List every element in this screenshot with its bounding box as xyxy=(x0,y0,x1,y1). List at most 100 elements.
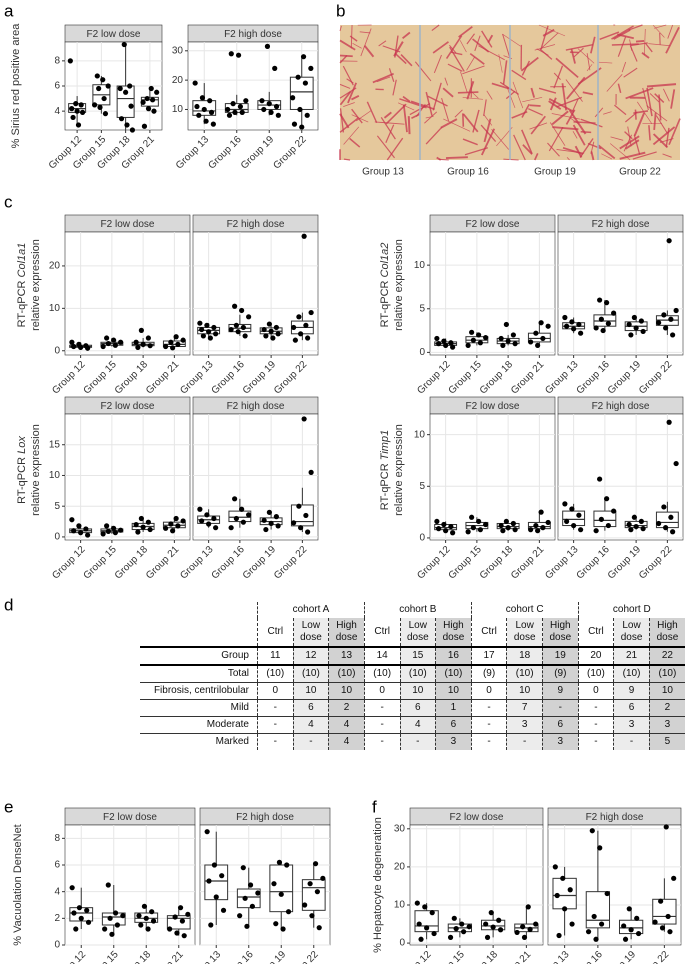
data-point xyxy=(121,41,127,48)
data-point xyxy=(78,915,84,921)
data-point xyxy=(633,325,639,331)
x-tick-label: Group 12 xyxy=(51,949,89,964)
table-cell: 3 xyxy=(435,733,472,750)
data-point xyxy=(658,898,664,904)
data-point xyxy=(133,339,139,345)
table-cell: 6 xyxy=(435,716,472,734)
table-cell: - xyxy=(363,716,400,734)
fibrosis-strand xyxy=(498,54,503,73)
fibrosis-strand xyxy=(339,87,357,99)
gene-name: Col1a1 xyxy=(16,243,28,278)
fibrosis-strand xyxy=(572,130,578,139)
gene-name: Col1a2 xyxy=(379,243,391,278)
fibrosis-strand xyxy=(487,34,494,44)
data-point xyxy=(628,527,634,533)
fibrosis-strand xyxy=(628,24,643,31)
y-axis-label-text: % Vacuolation DenseNet xyxy=(12,824,24,945)
fibrosis-strand xyxy=(466,33,475,45)
data-point xyxy=(70,114,76,121)
y-tick-label: 6 xyxy=(54,81,60,92)
data-point xyxy=(564,323,570,329)
data-point xyxy=(554,892,560,899)
data-point xyxy=(247,882,254,888)
fibrosis-strand xyxy=(551,110,569,126)
table-cell: (9) xyxy=(470,664,507,683)
data-point xyxy=(296,503,302,509)
data-point xyxy=(562,314,568,321)
data-point xyxy=(611,310,617,316)
table-cell: Group xyxy=(140,647,258,666)
histology-label: Group 16 xyxy=(447,167,489,178)
panel-letter: e xyxy=(4,797,13,816)
fibrosis-strand xyxy=(625,139,640,150)
data-point xyxy=(268,328,274,334)
fibrosis-strand xyxy=(634,109,637,120)
x-tick-label: Group 13 xyxy=(186,949,224,964)
data-point xyxy=(291,520,297,526)
fibrosis-strand xyxy=(633,134,641,155)
fibrosis-strand xyxy=(520,56,539,72)
fibrosis-strand xyxy=(611,43,639,46)
fibrosis-strand xyxy=(658,94,662,121)
data-point xyxy=(556,932,562,939)
data-point xyxy=(285,909,292,915)
data-point xyxy=(441,521,447,528)
y-axis-label-text: % Hepatocyte degeneration xyxy=(372,817,384,953)
fibrosis-strand xyxy=(339,25,342,32)
data-point xyxy=(593,936,599,942)
data-point xyxy=(505,525,511,531)
data-point xyxy=(180,518,186,524)
y-tick-label: 4 xyxy=(54,106,60,117)
table-cell: 10 xyxy=(292,682,329,700)
data-point xyxy=(443,528,449,534)
fibrosis-strand xyxy=(534,153,539,161)
table-cell: cohort B xyxy=(363,602,472,618)
table-cell: High dose xyxy=(542,618,579,648)
fibrosis-strand xyxy=(643,29,646,56)
data-point xyxy=(74,108,80,114)
fibrosis-strand xyxy=(356,110,372,122)
data-point xyxy=(266,509,272,515)
table-cell: 6 xyxy=(292,699,329,717)
data-point xyxy=(483,334,489,341)
data-point xyxy=(100,343,106,350)
data-point xyxy=(448,340,454,346)
panel xyxy=(64,413,191,541)
data-point xyxy=(232,109,238,115)
table-cell: Moderate xyxy=(140,716,258,734)
data-point xyxy=(535,342,541,349)
fibrosis-strand xyxy=(652,126,676,146)
fibrosis-strand xyxy=(529,104,541,107)
data-point xyxy=(199,518,205,524)
data-point xyxy=(243,98,249,104)
data-point xyxy=(78,344,84,350)
fibrosis-strand xyxy=(385,103,407,125)
data-point xyxy=(569,921,575,927)
data-point xyxy=(206,878,212,884)
table-row: Group 11 12 13 14 15 16 17 18 19 20 21 22 xyxy=(140,647,685,666)
fibrosis-strand xyxy=(601,153,613,160)
table-cell: - xyxy=(363,699,400,717)
data-point xyxy=(631,514,637,520)
data-point xyxy=(275,523,281,529)
fibrosis-strand xyxy=(512,81,524,109)
x-tick-label: Group 16 xyxy=(575,359,613,397)
x-tick-label: Group 12 xyxy=(50,544,88,582)
table-cell: 2 xyxy=(648,699,685,717)
histology-label: Group 13 xyxy=(362,167,404,178)
table-cell: - xyxy=(257,716,294,734)
x-tick-label: Group 18 xyxy=(113,544,151,582)
data-point xyxy=(533,921,539,927)
table-row: Total (10) (10) (10) (10) (10) (10) (9) (10) (9)(… xyxy=(140,664,685,683)
x-tick-label: Group 19 xyxy=(239,134,277,172)
data-point xyxy=(78,102,84,108)
fibrosis-strand xyxy=(346,78,354,84)
fibrosis-strand xyxy=(339,113,350,129)
data-point xyxy=(133,522,139,528)
data-point xyxy=(244,923,250,929)
table-cell: 18 xyxy=(506,647,543,666)
fibrosis-strand xyxy=(548,100,562,110)
fibrosis-strand xyxy=(466,80,475,100)
fibrosis-strand xyxy=(619,135,640,150)
data-point xyxy=(206,521,212,527)
